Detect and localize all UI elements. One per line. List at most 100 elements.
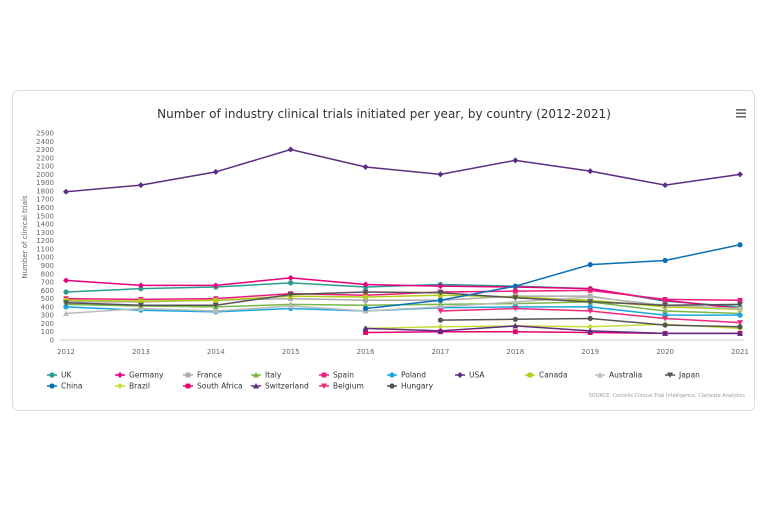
series-usa[interactable] (63, 146, 743, 195)
data-point (512, 329, 518, 335)
legend-item[interactable]: China (47, 382, 82, 391)
data-point (362, 163, 369, 170)
x-tick-label: 2014 (207, 348, 225, 356)
legend-label: Italy (265, 371, 282, 380)
y-tick-label: 700 (41, 279, 54, 287)
data-point (737, 330, 743, 336)
legend-label: USA (469, 371, 485, 380)
y-tick-label: 1500 (36, 212, 54, 220)
legend-label: Poland (401, 371, 426, 380)
data-point (212, 168, 219, 175)
data-point (287, 274, 294, 281)
y-tick-label: 1800 (36, 187, 54, 195)
y-tick-label: 0 (50, 337, 54, 345)
data-point (137, 282, 144, 289)
data-point (512, 157, 519, 164)
data-point (737, 320, 743, 326)
series-line (65, 296, 741, 315)
data-point (587, 308, 594, 315)
legend-item[interactable]: Germany (115, 371, 164, 380)
data-point (737, 297, 743, 303)
legend-label: South Africa (197, 382, 243, 391)
data-point (288, 296, 294, 301)
data-point (63, 310, 69, 317)
legend-item[interactable]: Belgium (319, 382, 364, 391)
legend-marker (457, 372, 463, 378)
chart-title: Number of industry clinical trials initi… (157, 107, 611, 121)
y-tick-label: 1700 (36, 196, 54, 204)
data-point (512, 322, 519, 329)
legend-marker (321, 372, 327, 378)
data-point (437, 317, 444, 323)
legend-item[interactable]: Canada (525, 371, 568, 380)
data-point (512, 295, 519, 301)
data-point (138, 298, 144, 304)
x-tick-label: 2017 (432, 348, 450, 356)
data-point (362, 289, 369, 295)
menu-icon[interactable] (736, 109, 746, 118)
y-tick-label: 2500 (36, 130, 54, 138)
data-point (212, 308, 219, 314)
legend-label: China (61, 382, 82, 391)
series-line (365, 325, 740, 335)
legend-item[interactable]: UK (47, 371, 72, 380)
legend-marker (185, 383, 191, 389)
series-china[interactable] (362, 242, 743, 312)
data-point (737, 324, 743, 330)
legend-marker (117, 383, 123, 389)
data-point (437, 283, 444, 290)
data-point (63, 289, 69, 295)
legend-marker (597, 372, 603, 378)
legend-marker (321, 383, 327, 389)
legend-item[interactable]: South Africa (183, 382, 243, 391)
data-point (587, 168, 594, 175)
legend-item[interactable]: Australia (595, 371, 642, 380)
legend-item[interactable]: Brazil (115, 382, 150, 391)
legend-marker (667, 372, 673, 378)
legend-marker (527, 372, 533, 378)
legend-item[interactable]: France (183, 371, 222, 380)
data-point (363, 297, 368, 303)
legend-marker (117, 372, 123, 378)
data-point (288, 280, 294, 286)
legend-item[interactable]: Spain (319, 371, 354, 380)
y-tick-label: 2000 (36, 171, 54, 179)
data-point (287, 291, 294, 298)
y-tick-label: 500 (41, 295, 54, 303)
data-point (737, 242, 743, 248)
x-tick-label: 2013 (132, 348, 150, 356)
legend-item[interactable]: Japan (665, 371, 700, 380)
data-point (137, 305, 144, 312)
legend-item[interactable]: Italy (251, 371, 282, 380)
y-tick-label: 2100 (36, 163, 54, 171)
y-tick-label: 1200 (36, 237, 54, 245)
data-point (587, 287, 593, 293)
data-point (662, 297, 668, 302)
legend-item[interactable]: USA (455, 371, 485, 380)
y-tick-label: 600 (41, 287, 54, 295)
data-point (587, 299, 594, 305)
y-tick-label: 1100 (36, 245, 54, 253)
legend-item[interactable]: Switzerland (251, 382, 309, 391)
legend-item[interactable]: Hungary (387, 382, 434, 391)
legend-label: France (197, 371, 222, 380)
series-belgium[interactable] (437, 306, 743, 326)
data-point (138, 286, 144, 292)
x-tick-label: 2020 (656, 348, 674, 356)
data-point (737, 312, 743, 318)
data-point (287, 146, 294, 153)
legend-marker (185, 372, 191, 378)
data-point (512, 288, 518, 294)
series-line (365, 244, 741, 310)
data-point (662, 315, 669, 322)
data-point (137, 182, 144, 189)
series-switzerland[interactable] (362, 322, 743, 336)
series-hungary[interactable] (437, 315, 743, 330)
legend-item[interactable]: Poland (387, 371, 426, 380)
data-point (437, 327, 444, 334)
data-point (362, 305, 369, 312)
series-japan[interactable] (63, 289, 743, 309)
legend-marker (253, 372, 259, 378)
data-point (137, 302, 144, 309)
